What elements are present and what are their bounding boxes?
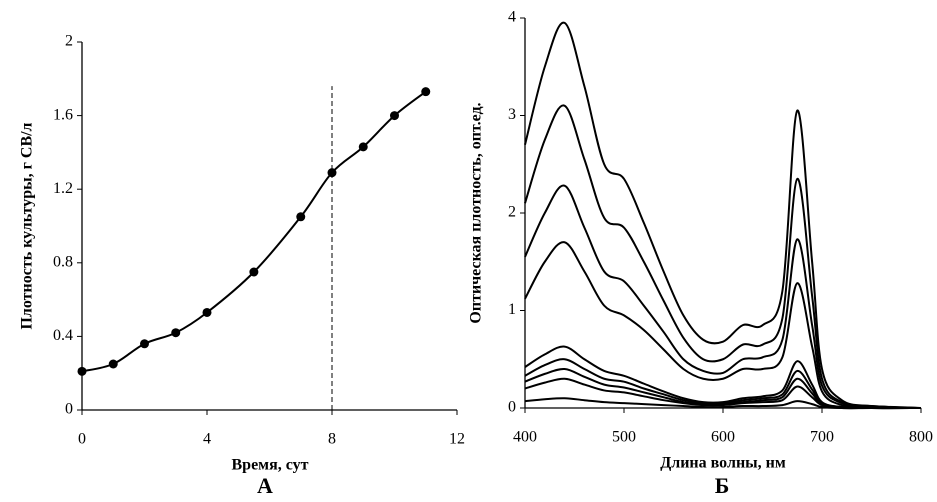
series-line [81,90,427,373]
data-point [171,328,181,338]
x-tick-label: 700 [810,429,834,446]
data-point [421,87,431,97]
x-axis-label: Длина волны, нм [660,455,786,472]
series-line [524,184,922,409]
x-tick-label: 12 [449,431,465,448]
x-tick-label: 500 [612,429,636,446]
data-point [327,168,337,178]
series-line [524,397,921,410]
x-tick-label: 800 [909,429,933,446]
x-tick-label: 400 [513,429,537,446]
y-tick-label: 2 [65,33,73,50]
series-line [524,377,921,410]
y-tick-label: 3 [508,106,516,123]
y-tick-label: 1 [508,301,516,318]
y-tick-label: 0.4 [53,327,73,344]
y-tick-label: 2 [508,204,516,221]
series-line [524,241,922,409]
y-tick-label: 1.6 [53,106,73,123]
data-point [202,307,212,317]
data-point [390,111,399,121]
data-point [108,359,118,369]
panel-label: А [257,473,273,498]
series-line [524,104,922,409]
y-tick-label: 0.8 [53,253,73,270]
y-tick-label: 0 [508,399,516,416]
y-axis-label: Плотность культуры, г СВ/л [19,122,36,329]
x-tick-label: 4 [203,431,211,448]
data-point [77,366,87,376]
data-point [358,142,368,152]
x-tick-label: 600 [711,429,735,446]
series-line [524,21,922,409]
panel-label: Б [715,473,730,498]
y-tick-label: 0 [65,401,73,418]
data-point [296,212,306,222]
x-tick-label: 8 [328,431,336,448]
data-point [140,339,149,349]
x-tick-label: 0 [78,431,86,448]
y-tick-label: 4 [508,9,516,26]
y-tick-label: 1.2 [53,180,73,197]
y-axis-label: Оптическая плотность, опт.ед. [468,102,485,323]
data-point [249,267,259,277]
x-axis-label: Время, сут [232,457,309,474]
